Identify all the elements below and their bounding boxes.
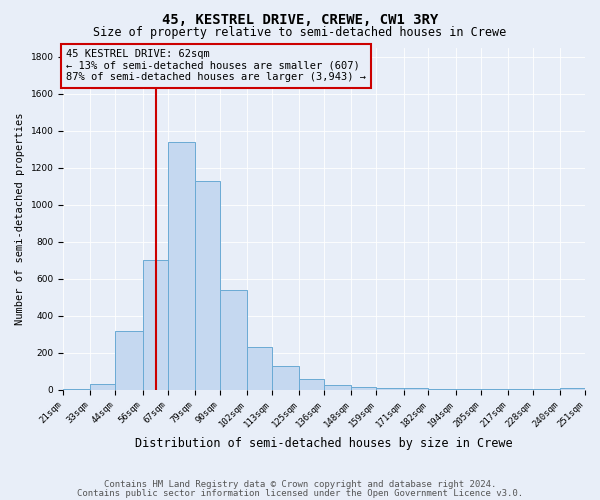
Bar xyxy=(352,387,376,390)
Text: Contains public sector information licensed under the Open Government Licence v3: Contains public sector information licen… xyxy=(77,490,523,498)
Bar xyxy=(404,388,428,390)
Text: 45, KESTREL DRIVE, CREWE, CW1 3RY: 45, KESTREL DRIVE, CREWE, CW1 3RY xyxy=(162,12,438,26)
Text: Contains HM Land Registry data © Crown copyright and database right 2024.: Contains HM Land Registry data © Crown c… xyxy=(104,480,496,489)
Bar xyxy=(481,389,508,390)
Bar xyxy=(533,389,560,390)
Bar xyxy=(560,388,585,390)
Bar xyxy=(195,180,220,390)
Text: Size of property relative to semi-detached houses in Crewe: Size of property relative to semi-detach… xyxy=(94,26,506,39)
Bar xyxy=(376,388,404,390)
X-axis label: Distribution of semi-detached houses by size in Crewe: Distribution of semi-detached houses by … xyxy=(136,437,513,450)
Bar xyxy=(220,290,247,390)
Bar xyxy=(91,384,115,390)
Text: 45 KESTREL DRIVE: 62sqm
← 13% of semi-detached houses are smaller (607)
87% of s: 45 KESTREL DRIVE: 62sqm ← 13% of semi-de… xyxy=(66,49,366,82)
Bar xyxy=(167,142,195,390)
Bar xyxy=(115,330,143,390)
Bar xyxy=(272,366,299,390)
Bar xyxy=(508,389,533,390)
Bar xyxy=(456,389,481,390)
Bar xyxy=(143,260,167,390)
Bar xyxy=(428,389,456,390)
Y-axis label: Number of semi-detached properties: Number of semi-detached properties xyxy=(15,112,25,325)
Bar xyxy=(247,347,272,390)
Bar xyxy=(324,385,352,390)
Bar xyxy=(299,378,324,390)
Bar xyxy=(63,389,91,390)
